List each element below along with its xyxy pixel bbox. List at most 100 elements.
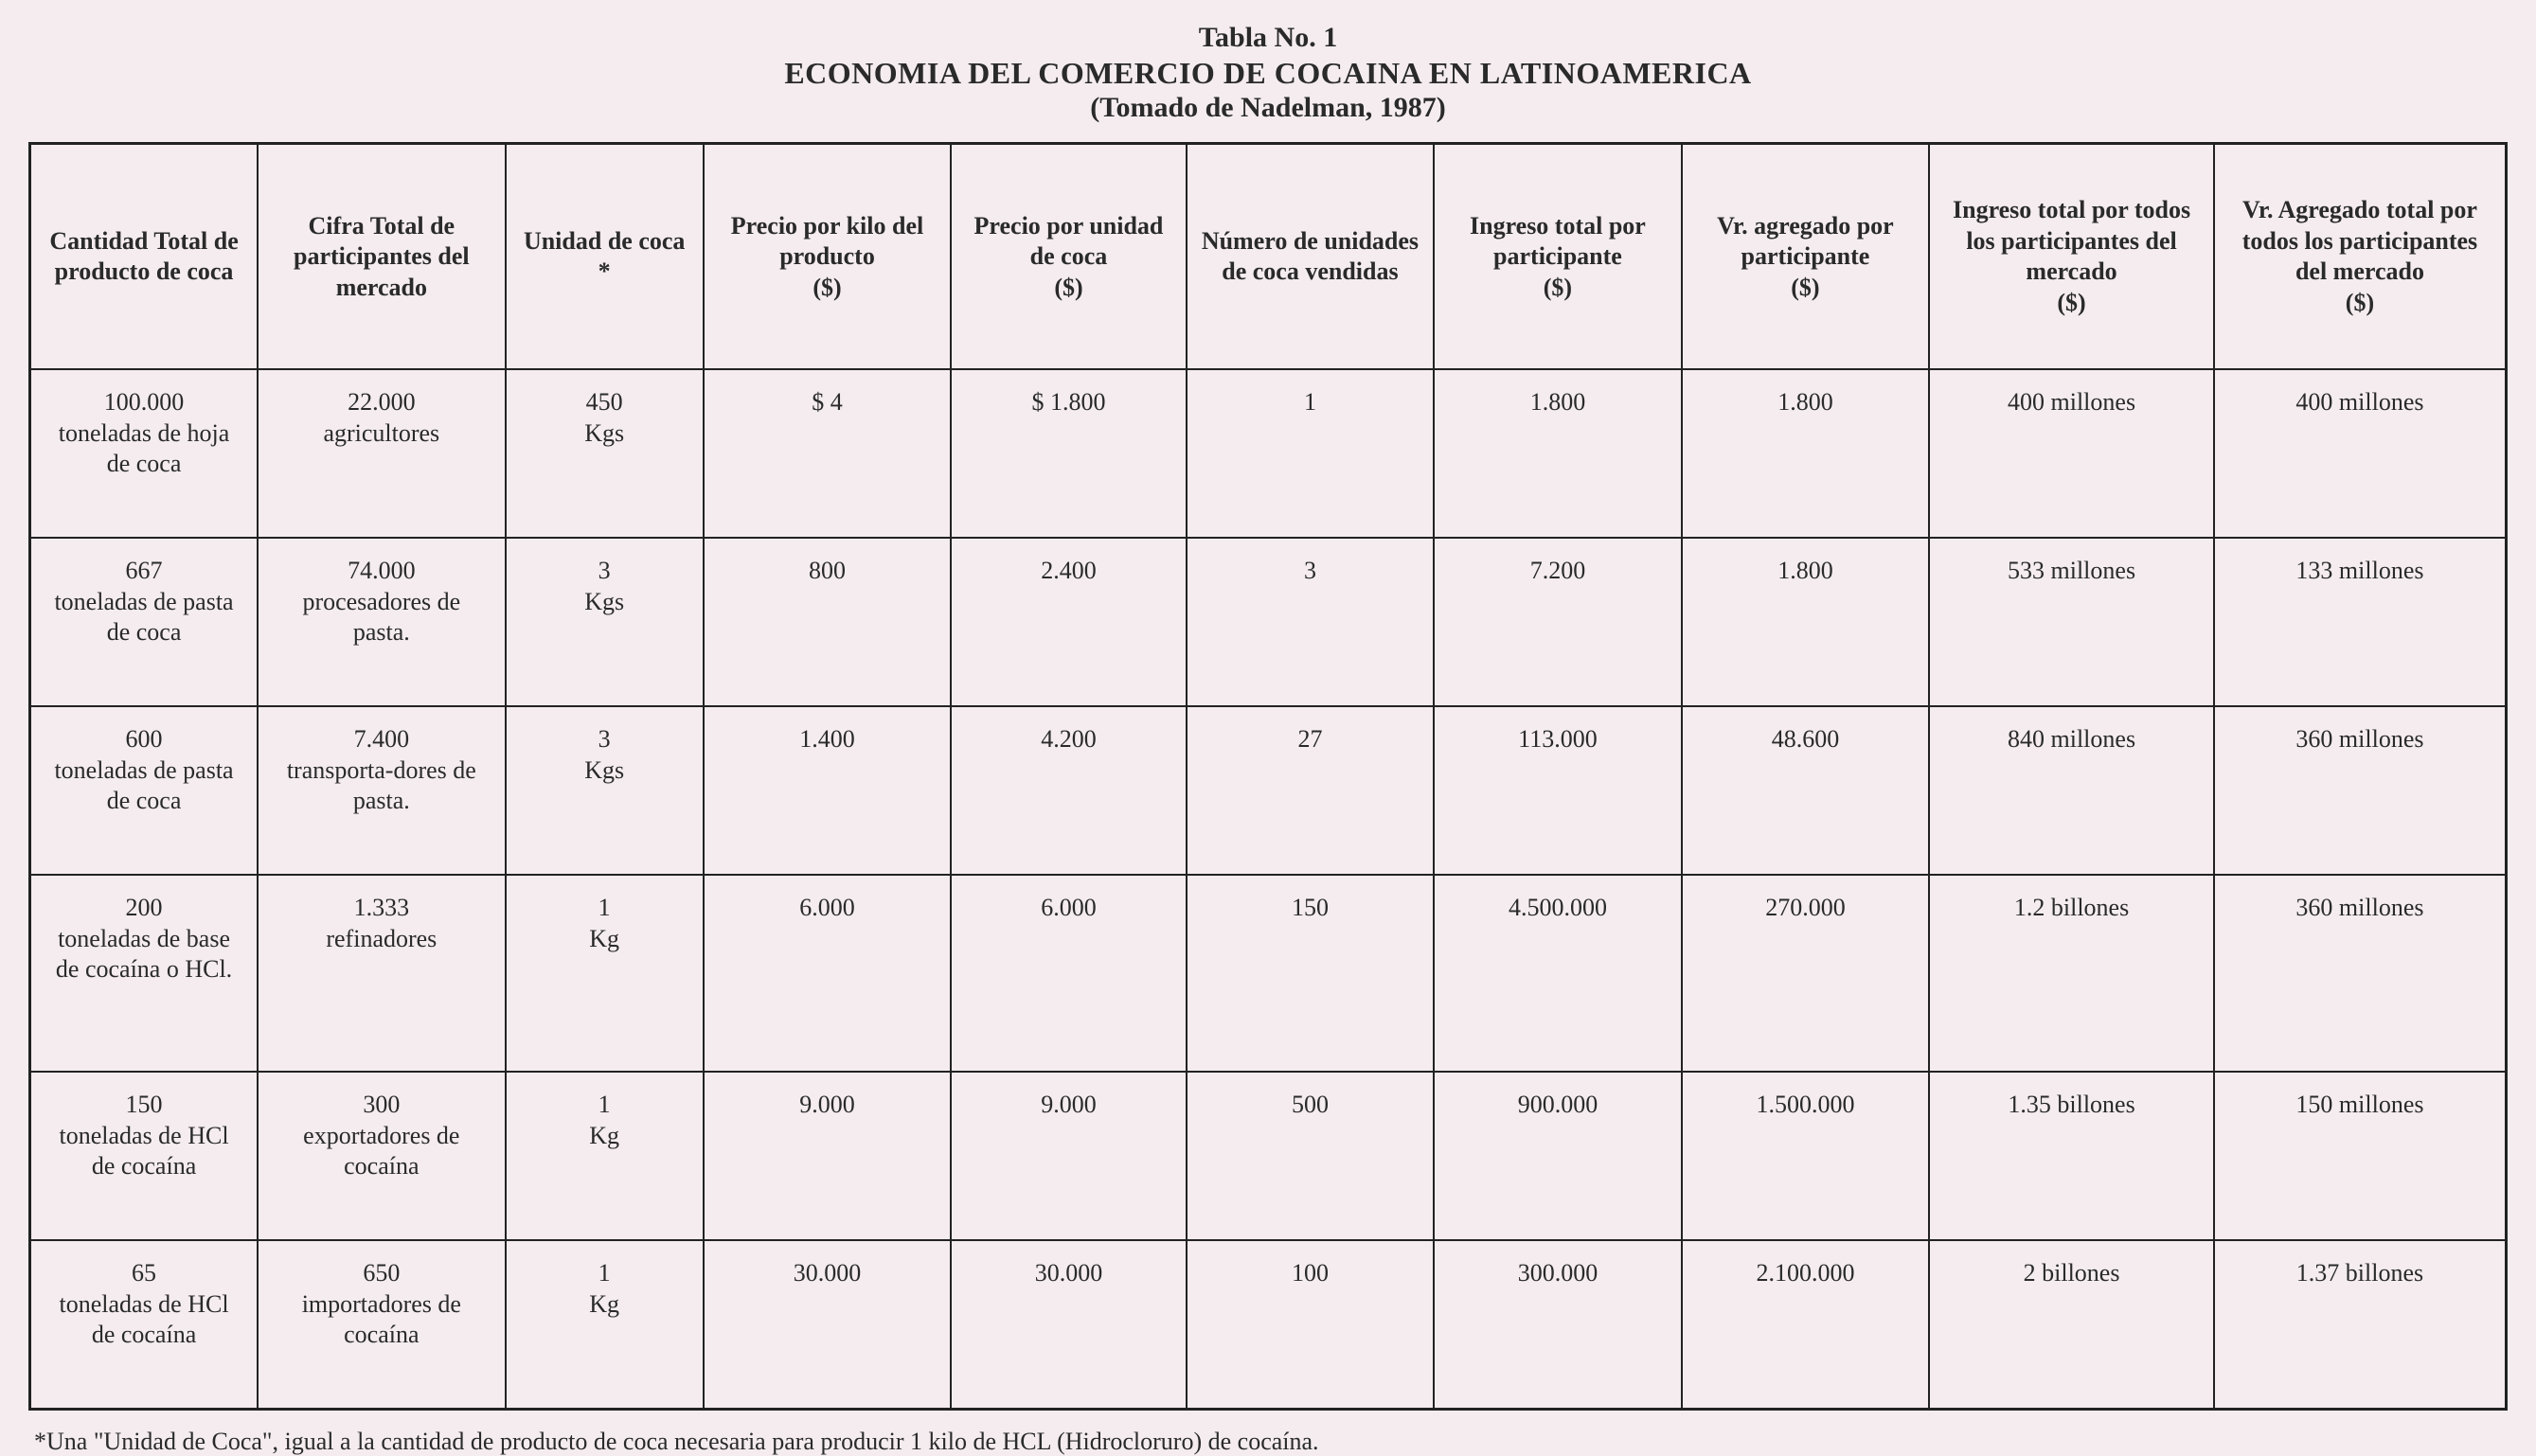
col-header: Número de unidades de coca vendidas bbox=[1187, 144, 1435, 370]
cell-text: 30.000 bbox=[794, 1259, 862, 1287]
table-cell: 22.000 agricultores bbox=[258, 369, 506, 538]
table-cell: 1.37 billones bbox=[2214, 1240, 2507, 1410]
col-header: Cifra Total de participantes del mercado bbox=[258, 144, 506, 370]
cell-text: 360 millones bbox=[2295, 725, 2423, 753]
table-cell: 113.000 bbox=[1434, 706, 1682, 875]
table-cell: 500 bbox=[1187, 1072, 1435, 1240]
col-header-text: Vr. Agregado total por todos los partici… bbox=[2242, 196, 2477, 316]
col-header-text: Cifra Total de participantes del mercado bbox=[294, 212, 470, 301]
table-row: 200 toneladas de base de cocaína o HCl. 1… bbox=[30, 875, 2507, 1072]
table-cell: 1.800 bbox=[1434, 369, 1682, 538]
cell-text: 1.2 billones bbox=[2014, 894, 2129, 921]
table-cell: 2.400 bbox=[951, 538, 1186, 706]
table-cell: 1.333 refinadores bbox=[258, 875, 506, 1072]
cell-text: 6.000 bbox=[799, 894, 855, 921]
table-cell: 400 millones bbox=[1929, 369, 2214, 538]
cell-text: 500 bbox=[1292, 1091, 1329, 1118]
table-cell: 200 toneladas de base de cocaína o HCl. bbox=[30, 875, 259, 1072]
cell-text: 450 Kgs bbox=[584, 388, 624, 447]
col-header-text: Ingreso total por participante ($) bbox=[1470, 212, 1646, 301]
table-cell: 7.200 bbox=[1434, 538, 1682, 706]
table-cell: 2.100.000 bbox=[1682, 1240, 1930, 1410]
table-cell: 150 toneladas de HCl de cocaína bbox=[30, 1072, 259, 1240]
cell-text: 65 toneladas de HCl de cocaína bbox=[60, 1259, 229, 1348]
table-cell: 1 bbox=[1187, 369, 1435, 538]
cell-text: 74.000 procesadores de pasta. bbox=[302, 557, 460, 646]
table-cell: 1.800 bbox=[1682, 538, 1930, 706]
col-header: Precio por unidad de coca ($) bbox=[951, 144, 1186, 370]
table-title: ECONOMIA DEL COMERCIO DE COCAINA EN LATI… bbox=[28, 55, 2508, 91]
cell-text: 200 toneladas de base de cocaína o HCl. bbox=[56, 894, 232, 983]
cell-text: 300 exportadores de cocaína bbox=[303, 1091, 459, 1180]
table-row: 150 toneladas de HCl de cocaína 300 expor… bbox=[30, 1072, 2507, 1240]
table-cell: 900.000 bbox=[1434, 1072, 1682, 1240]
table-cell: 360 millones bbox=[2214, 875, 2507, 1072]
table-cell: 74.000 procesadores de pasta. bbox=[258, 538, 506, 706]
table-cell: 150 bbox=[1187, 875, 1435, 1072]
cell-text: 533 millones bbox=[2008, 557, 2135, 584]
cell-text: 1.333 refinadores bbox=[326, 894, 437, 952]
col-header: Precio por kilo del producto ($) bbox=[704, 144, 952, 370]
table-cell: 840 millones bbox=[1929, 706, 2214, 875]
table-cell: 2 billones bbox=[1929, 1240, 2214, 1410]
cell-text: 100.000 toneladas de hoja de coca bbox=[59, 388, 230, 477]
table-cell: $ 4 bbox=[704, 369, 952, 538]
cell-text: 6.000 bbox=[1041, 894, 1097, 921]
cell-text: 2 billones bbox=[2024, 1259, 2120, 1287]
table-number: Tabla No. 1 bbox=[28, 21, 2508, 55]
cell-text: 1.800 bbox=[1530, 388, 1586, 416]
table-cell: 1.800 bbox=[1682, 369, 1930, 538]
table-row: 600 toneladas de pasta de coca 7.400 tran… bbox=[30, 706, 2507, 875]
cell-text: 7.200 bbox=[1530, 557, 1586, 584]
cell-text: 800 bbox=[809, 557, 846, 584]
cell-text: 1.500.000 bbox=[1756, 1091, 1854, 1118]
table-cell: 1 Kg bbox=[506, 1240, 704, 1410]
table-cell: 1.2 billones bbox=[1929, 875, 2214, 1072]
table-source: (Tomado de Nadelman, 1987) bbox=[28, 91, 2508, 125]
cell-text: 3 Kgs bbox=[584, 725, 624, 784]
table-cell: $ 1.800 bbox=[951, 369, 1186, 538]
table-cell: 7.400 transporta-dores de pasta. bbox=[258, 706, 506, 875]
cell-text: 113.000 bbox=[1518, 725, 1598, 753]
table-cell: 450 Kgs bbox=[506, 369, 704, 538]
col-header: Ingreso total por todos los participante… bbox=[1929, 144, 2214, 370]
table-cell: 30.000 bbox=[951, 1240, 1186, 1410]
col-header-text: Cantidad Total de producto de coca bbox=[49, 227, 238, 286]
table-cell: 3 Kgs bbox=[506, 538, 704, 706]
table-cell: 4.200 bbox=[951, 706, 1186, 875]
table-cell: 65 toneladas de HCl de cocaína bbox=[30, 1240, 259, 1410]
table-cell: 3 bbox=[1187, 538, 1435, 706]
cell-text: 133 millones bbox=[2295, 557, 2423, 584]
table-cell: 400 millones bbox=[2214, 369, 2507, 538]
table-cell: 1.35 billones bbox=[1929, 1072, 2214, 1240]
table-cell: 9.000 bbox=[951, 1072, 1186, 1240]
table-cell: 360 millones bbox=[2214, 706, 2507, 875]
table-cell: 800 bbox=[704, 538, 952, 706]
table-cell: 4.500.000 bbox=[1434, 875, 1682, 1072]
table-cell: 6.000 bbox=[951, 875, 1186, 1072]
cell-text: 27 bbox=[1297, 725, 1322, 753]
table-cell: 667 toneladas de pasta de coca bbox=[30, 538, 259, 706]
cell-text: 1.800 bbox=[1777, 388, 1833, 416]
cell-text: 840 millones bbox=[2008, 725, 2135, 753]
cell-text: 100 bbox=[1292, 1259, 1329, 1287]
cell-text: 9.000 bbox=[1041, 1091, 1097, 1118]
cell-text: 30.000 bbox=[1035, 1259, 1103, 1287]
cell-text: 1 Kg bbox=[589, 1091, 619, 1149]
page-container: Tabla No. 1 ECONOMIA DEL COMERCIO DE COC… bbox=[0, 0, 2536, 1443]
table-cell: 1.500.000 bbox=[1682, 1072, 1930, 1240]
cell-text: 900.000 bbox=[1518, 1091, 1598, 1118]
cell-text: 150 toneladas de HCl de cocaína bbox=[60, 1091, 229, 1180]
table-row: 667 toneladas de pasta de coca 74.000 pro… bbox=[30, 538, 2507, 706]
cell-text: 1.37 billones bbox=[2296, 1259, 2423, 1287]
cell-text: 4.500.000 bbox=[1509, 894, 1607, 921]
table-row: 65 toneladas de HCl de cocaína 650 import… bbox=[30, 1240, 2507, 1410]
col-header-text: Número de unidades de coca vendidas bbox=[1202, 227, 1419, 286]
cell-text: 667 toneladas de pasta de coca bbox=[54, 557, 233, 646]
cell-text: 600 toneladas de pasta de coca bbox=[54, 725, 233, 814]
cell-text: 3 bbox=[1304, 557, 1316, 584]
cell-text: 3 Kgs bbox=[584, 557, 624, 615]
table-cell: 650 importadores de cocaína bbox=[258, 1240, 506, 1410]
table-cell: 300 exportadores de cocaína bbox=[258, 1072, 506, 1240]
table-cell: 100.000 toneladas de hoja de coca bbox=[30, 369, 259, 538]
